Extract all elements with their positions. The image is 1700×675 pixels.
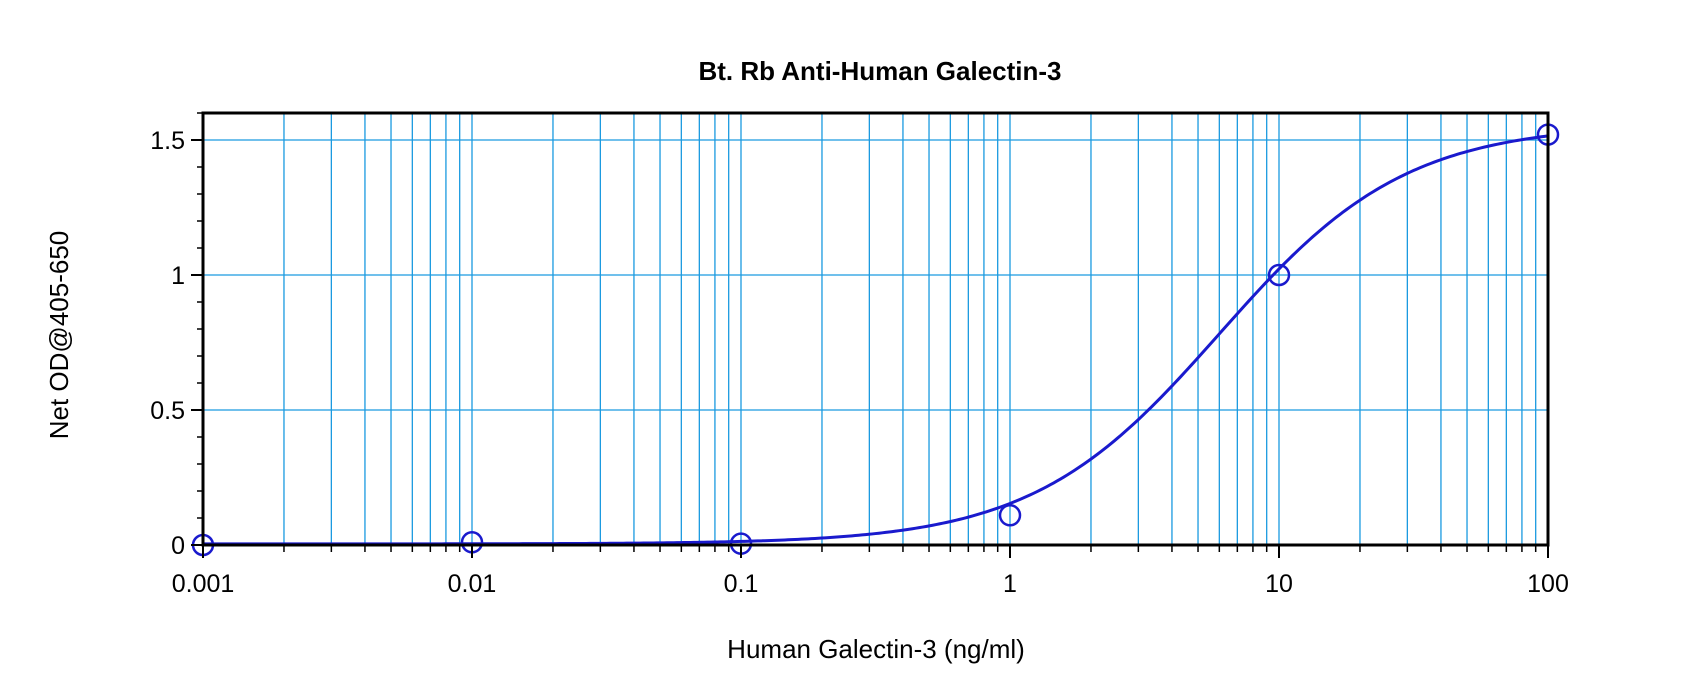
- chart-title: Bt. Rb Anti-Human Galectin-3: [698, 56, 1061, 86]
- axis-ticks: 0 0.5 1 1.5 0.001 0.01 0.1 1 10 100: [150, 112, 1569, 598]
- y-tick-label: 1: [171, 262, 185, 290]
- x-tick-label: 100: [1527, 570, 1569, 598]
- y-tick-label: 1.5: [150, 127, 185, 155]
- y-tick-label: 0.5: [150, 397, 185, 425]
- grid: [203, 113, 1548, 545]
- data-points: [191, 123, 1560, 557]
- y-axis-label: Net OD@405-650: [44, 231, 74, 440]
- x-tick-label: 1: [1003, 570, 1017, 598]
- fit-curve-layer: [203, 134, 1549, 546]
- plot-frame: [201, 111, 1550, 547]
- x-tick-label: 0.001: [172, 570, 235, 598]
- x-tick-label: 0.1: [724, 570, 759, 598]
- x-tick-label: 10: [1265, 570, 1293, 598]
- y-tick-label: 0: [171, 532, 185, 560]
- fit-curve: [203, 134, 1549, 546]
- data-point: [998, 504, 1022, 527]
- data-point: [1267, 263, 1291, 287]
- x-tick-label: 0.01: [448, 570, 497, 598]
- x-axis-label: Human Galectin-3 (ng/ml): [727, 634, 1025, 664]
